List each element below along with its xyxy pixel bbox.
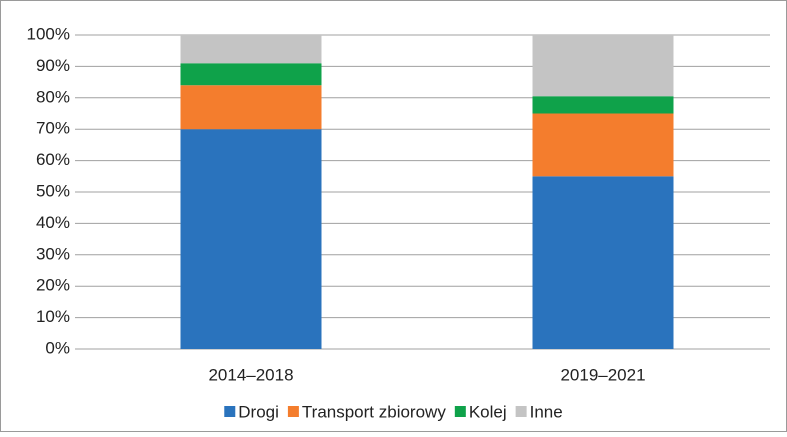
legend-swatch [515,406,527,417]
y-tick-label: 20% [36,276,70,295]
legend-label: Transport zbiorowy [302,402,446,421]
bar-segment [532,35,674,97]
x-tick-label: 2019–2021 [560,365,645,384]
y-tick-label: 10% [36,307,70,326]
y-tick-label: 100% [27,24,70,43]
y-tick-label: 60% [36,150,70,169]
bar-segment [180,63,322,86]
bar-segment [180,129,322,349]
y-tick-label: 30% [36,244,70,263]
y-tick-label: 90% [36,56,70,75]
y-tick-label: 40% [36,213,70,232]
legend-swatch [224,406,236,417]
x-tick-label: 2014–2018 [208,365,293,384]
y-tick-label: 80% [36,87,70,106]
bar-segment [180,35,322,64]
bar-segment [180,85,322,130]
legend-label: Kolej [469,402,507,421]
legend-swatch [287,406,299,417]
legend-label: Inne [530,402,563,421]
bar-segment [532,176,674,349]
bar-segment [532,96,674,114]
y-tick-label: 50% [36,181,70,200]
legend: Drogi Transport zbiorowy Kolej Inne [224,402,563,421]
legend-label: Drogi [238,402,279,421]
bar-segment [532,113,674,177]
y-tick-label: 0% [45,338,70,357]
legend-swatch [454,406,466,417]
y-tick-label: 70% [36,119,70,138]
